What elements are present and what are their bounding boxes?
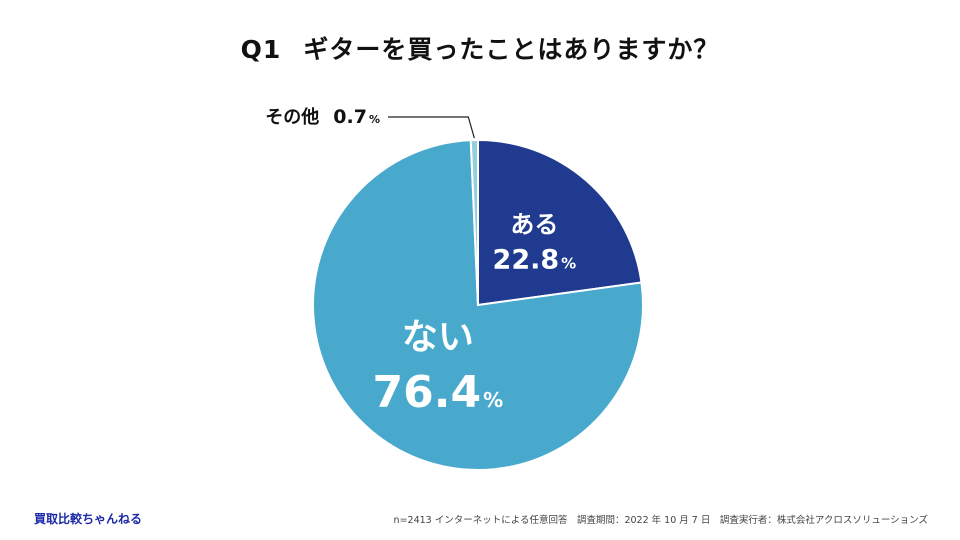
slice-value-1: 76.4% xyxy=(373,367,504,418)
pie-slice-0 xyxy=(477,138,643,307)
survey-footnote: n=2413 インターネットによる任意回答 調査期間：2022 年 10 月 7… xyxy=(393,515,928,526)
leader-line-2 xyxy=(388,116,475,139)
pie-slice-1 xyxy=(312,139,644,471)
question-text: ギターを買ったことはありますか？ xyxy=(303,35,720,64)
slice-label-2: その他 0.7% xyxy=(265,106,380,128)
brand-label: 買取比較ちゃんねる xyxy=(34,512,143,526)
slice-label-1: ない xyxy=(402,317,474,358)
question-number: Q1 xyxy=(240,35,282,64)
slice-label-0: ある xyxy=(510,210,558,238)
slice-value-0: 22.8% xyxy=(493,244,577,275)
chart-title: Q1 ギターを買ったことはありますか？ xyxy=(0,30,960,66)
pie-slice-2 xyxy=(469,138,479,306)
